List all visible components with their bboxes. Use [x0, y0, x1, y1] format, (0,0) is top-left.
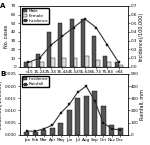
Y-axis label: No. cases: No. cases — [4, 25, 9, 48]
Bar — [117, 128, 123, 135]
Bar — [62, 58, 66, 67]
Bar — [33, 132, 38, 135]
Bar — [36, 54, 40, 67]
Bar — [58, 123, 63, 135]
Text: A: A — [0, 3, 5, 9]
Y-axis label: Incidence(/100,000): Incidence(/100,000) — [0, 80, 3, 129]
Bar — [92, 36, 96, 67]
Bar — [119, 65, 123, 67]
Bar — [58, 23, 62, 67]
Bar — [75, 98, 80, 135]
Bar — [101, 106, 106, 135]
Bar — [47, 32, 51, 67]
Bar — [24, 132, 30, 135]
Legend: Male, Female, Incidence: Male, Female, Incidence — [22, 8, 49, 24]
Bar — [50, 128, 55, 135]
Bar — [28, 62, 32, 67]
Bar — [92, 91, 97, 135]
Text: B: B — [0, 71, 5, 77]
Bar — [40, 62, 44, 67]
Bar — [81, 19, 85, 67]
Bar — [67, 110, 72, 135]
Bar — [74, 58, 77, 67]
Bar — [51, 58, 55, 67]
Bar — [85, 56, 89, 67]
Bar — [103, 56, 107, 67]
Bar — [84, 96, 89, 135]
Y-axis label: Rainfall, mm: Rainfall, mm — [140, 89, 145, 120]
Legend: Incidence, Rainfall: Incidence, Rainfall — [22, 76, 49, 87]
Bar — [109, 125, 114, 135]
Y-axis label: Incidence(/100,000): Incidence(/100,000) — [139, 12, 144, 61]
Bar — [41, 130, 46, 135]
Bar — [70, 19, 74, 67]
Bar — [96, 60, 100, 67]
Bar — [107, 62, 111, 67]
Bar — [115, 62, 119, 67]
X-axis label: Age, y: Age, y — [66, 76, 81, 81]
Bar — [24, 62, 28, 67]
